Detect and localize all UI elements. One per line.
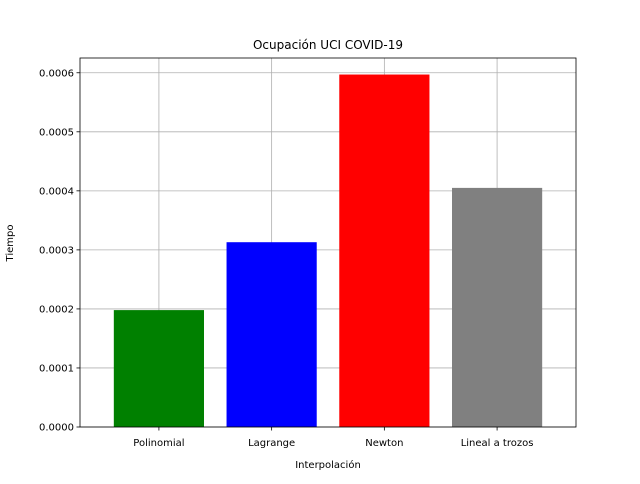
- x-tick-label: Lineal a trozos: [461, 438, 534, 449]
- y-tick-label: 0.0002: [39, 304, 74, 315]
- y-tick-label: 0.0000: [39, 423, 74, 434]
- bars-layer: [113, 74, 543, 428]
- x-axis-label: Interpolación: [295, 459, 361, 471]
- x-tick-label: Lagrange: [248, 438, 295, 449]
- y-tick-label: 0.0006: [39, 68, 74, 79]
- y-tick-label: 0.0005: [39, 127, 74, 138]
- x-tick-label: Newton: [365, 438, 403, 449]
- y-tick-label: 0.0003: [39, 245, 74, 256]
- y-axis-label: Tiempo: [5, 225, 16, 263]
- y-tick-label: 0.0004: [39, 186, 74, 197]
- plot-frame: [79, 57, 577, 428]
- bar-newton: [339, 74, 430, 428]
- ticks-layer: 0.0000 0.0001 0.0002 0.0003 0.0004 0.0005 0.00…: [39, 68, 533, 449]
- bar-polinomial: [113, 310, 204, 427]
- chart-title: Ocupación UCI COVID-19: [253, 38, 403, 52]
- bar-lagrange: [226, 242, 317, 427]
- bar-lineal-a-trozos: [452, 187, 543, 427]
- x-tick-label: Polinomial: [133, 438, 184, 449]
- y-tick-label: 0.0001: [39, 363, 74, 374]
